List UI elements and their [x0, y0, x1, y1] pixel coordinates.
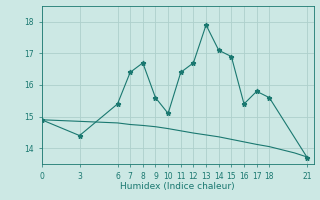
- X-axis label: Humidex (Indice chaleur): Humidex (Indice chaleur): [120, 182, 235, 191]
